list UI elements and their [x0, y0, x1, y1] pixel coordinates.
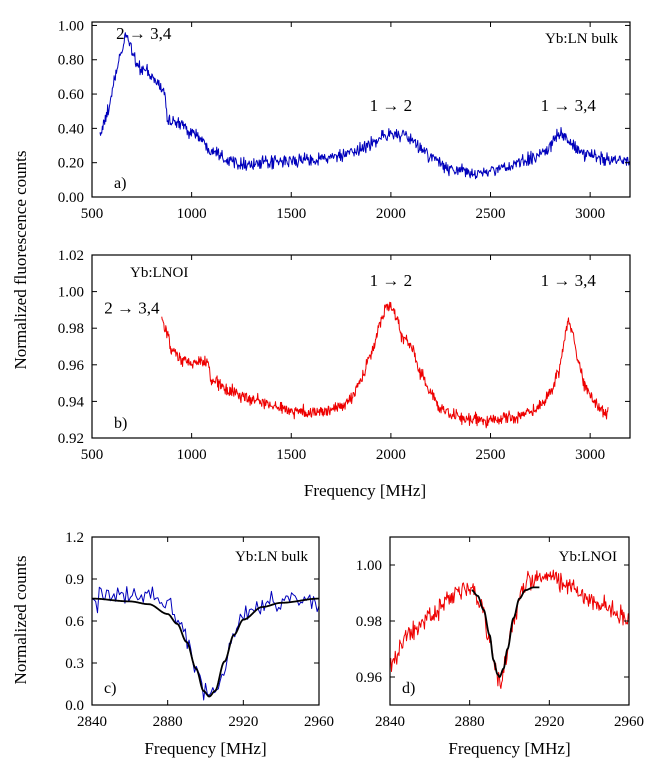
- ylabel-ab: Normalized fluorescence counts: [11, 150, 30, 369]
- transition-annotation: 1 → 2: [370, 96, 413, 115]
- x-tick-label: 3000: [575, 447, 605, 463]
- sample-label: Yb:LNOI: [559, 549, 617, 565]
- x-tick-label: 2500: [476, 447, 506, 463]
- panel-c: 2840 2880 2920 2960 0.0 0.3 0.6 0.9 1.2 Yb:LN bul…: [65, 530, 334, 758]
- x-tick-label: 1500: [276, 206, 306, 222]
- y-tick-label: 0.6: [65, 614, 84, 630]
- x-tick-label: 2960: [304, 714, 334, 730]
- panel-label: d): [402, 680, 415, 697]
- plot-frame-a: [91, 21, 631, 198]
- y-tick-label: 0.40: [58, 121, 84, 137]
- x-tick-label: 2920: [228, 714, 258, 730]
- transition-annotation: 2 → 3,4: [104, 299, 160, 318]
- panel-label: a): [114, 175, 126, 192]
- y-tick-label: 0.98: [356, 614, 382, 630]
- y-tick-label: 0.9: [65, 572, 84, 588]
- x-axis-label: Frequency [MHz]: [144, 739, 266, 758]
- panel-d: 2840 2880 2920 2960 0.96 0.98 1.00 Yb:LNOI d) Fre…: [356, 536, 644, 758]
- x-tick-label: 3000: [575, 206, 605, 222]
- series-line-d-0: [390, 569, 629, 689]
- y-tick-label: 1.00: [58, 285, 84, 301]
- sample-label: Yb:LNOI: [130, 265, 188, 281]
- transition-annotation: 1 → 2: [370, 271, 413, 290]
- x-tick-label: 1500: [276, 447, 306, 463]
- series-line-c-0: [92, 586, 319, 701]
- transition-annotation: 2 → 3,4: [116, 24, 172, 43]
- panel-label: b): [114, 415, 127, 432]
- x-tick-label: 2840: [375, 714, 405, 730]
- y-tick-label: 0.94: [58, 394, 85, 410]
- series-line-d-1: [471, 586, 540, 678]
- plot-frame-b: [91, 254, 631, 439]
- y-tick-label: 0.96: [356, 670, 383, 686]
- x-tick-label: 2880: [455, 714, 485, 730]
- y-tick-label: 0.80: [58, 53, 84, 69]
- y-tick-label: 0.92: [58, 431, 84, 447]
- x-tick-label: 500: [81, 447, 104, 463]
- xlabel-ab: Frequency [MHz]: [304, 481, 426, 500]
- panel-b: 500 1000 1500 2000 2500 3000 0.92 0.94 0.96 0.98 1…: [58, 248, 631, 463]
- x-tick-label: 2000: [376, 447, 406, 463]
- x-tick-label: 1000: [177, 206, 207, 222]
- y-tick-label: 1.00: [58, 18, 84, 34]
- x-tick-label: 1000: [177, 447, 207, 463]
- x-tick-label: 500: [81, 206, 104, 222]
- series-line-a-0: [99, 32, 630, 180]
- x-tick-label: 2920: [534, 714, 564, 730]
- y-tick-label: 0.00: [58, 190, 84, 206]
- sample-label: Yb:LN bulk: [235, 549, 308, 565]
- y-tick-label: 1.2: [65, 530, 84, 546]
- panel-a: 500 1000 1500 2000 2500 3000 0.00 0.20 0.40 0.60 0…: [58, 18, 631, 222]
- transition-annotation: 1 → 3,4: [541, 96, 597, 115]
- x-tick-label: 2500: [476, 206, 506, 222]
- y-tick-label: 0.0: [65, 698, 84, 714]
- x-axis-label: Frequency [MHz]: [448, 739, 570, 758]
- transition-annotation: 1 → 3,4: [541, 271, 597, 290]
- x-tick-label: 2880: [153, 714, 183, 730]
- y-tick-label: 0.20: [58, 156, 84, 172]
- ylabel-cd: Normalized counts: [11, 556, 30, 685]
- y-tick-label: 1.00: [356, 558, 382, 574]
- x-tick-label: 2840: [77, 714, 107, 730]
- series-line-c-1: [92, 597, 319, 698]
- series-line-b-0: [161, 301, 609, 429]
- y-tick-label: 0.3: [65, 656, 84, 672]
- sample-label: Yb:LN bulk: [545, 31, 618, 47]
- panel-label: c): [104, 680, 116, 697]
- y-tick-label: 0.96: [58, 358, 85, 374]
- y-tick-label: 0.60: [58, 87, 84, 103]
- y-tick-label: 1.02: [58, 248, 84, 264]
- y-tick-label: 0.98: [58, 321, 84, 337]
- x-tick-label: 2000: [376, 206, 406, 222]
- x-tick-label: 2960: [614, 714, 644, 730]
